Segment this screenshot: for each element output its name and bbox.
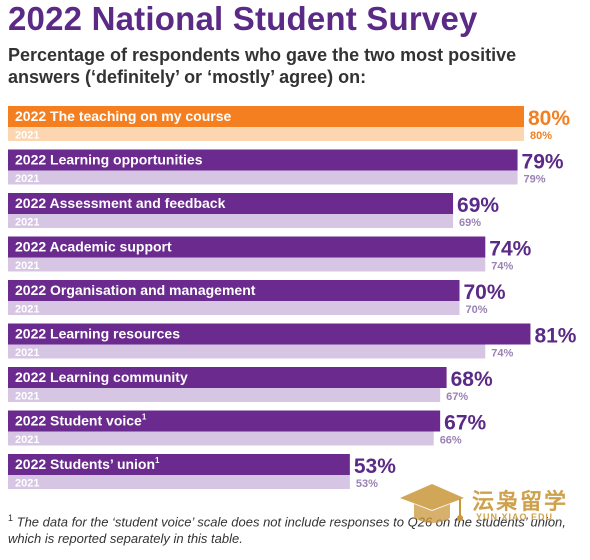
- bar-2022: [8, 367, 447, 388]
- category-label: 2022 Learning community: [15, 369, 188, 385]
- category-name: Student voice: [50, 413, 142, 429]
- value-label-2022: 53%: [354, 455, 396, 478]
- bar-2021: [8, 170, 518, 185]
- watermark-text: 沄枭留学: [472, 490, 569, 515]
- bar-2022: [8, 236, 486, 258]
- value-label-2022: 81%: [534, 325, 576, 348]
- bar-2021: [8, 344, 486, 359]
- series-label-2021: 2021: [15, 173, 39, 185]
- footnote-ref: 1: [142, 413, 147, 422]
- value-label-2021: 66%: [440, 435, 462, 447]
- series-label-2022: 2022: [15, 369, 50, 385]
- series-label-2022: 2022: [15, 282, 50, 298]
- value-label-2022: 80%: [528, 107, 570, 130]
- category-label: 2022 Students’ union1: [15, 456, 160, 472]
- bar-2021: [8, 431, 434, 446]
- footnote-ref: 1: [155, 456, 160, 465]
- bar-2022: [8, 454, 350, 475]
- series-label-2022: 2022: [15, 152, 50, 168]
- category-name: Learning resources: [50, 326, 180, 342]
- series-label-2022: 2022: [15, 326, 50, 342]
- category-label: 2022 Organisation and management: [15, 282, 256, 298]
- category-label: 2022 Learning opportunities: [15, 152, 203, 168]
- bar-chart: 2022 The teaching on my course 2021 80%80%…: [8, 106, 577, 490]
- series-label-2022: 2022: [15, 108, 50, 124]
- category-name: Students’ union: [50, 456, 155, 472]
- series-label-2022: 2022: [15, 413, 50, 429]
- series-label-2022: 2022: [15, 195, 50, 211]
- series-label-2021: 2021: [15, 217, 39, 229]
- value-label-2021: 80%: [530, 130, 552, 142]
- value-label-2021: 53%: [356, 478, 378, 490]
- value-label-2022: 69%: [457, 194, 499, 217]
- bar-2021: [8, 475, 350, 489]
- category-label: 2022 Learning resources: [15, 326, 180, 342]
- category-name: Assessment and feedback: [50, 195, 226, 211]
- category-name: The teaching on my course: [50, 108, 231, 124]
- bar-2022: [8, 149, 518, 171]
- series-label-2021: 2021: [15, 391, 39, 403]
- bar-2021: [8, 301, 460, 315]
- category-label: 2022 Assessment and feedback: [15, 195, 226, 211]
- bar-2022: [8, 280, 460, 301]
- bar-2021: [8, 257, 486, 272]
- chart-subtitle: Percentage of respondents who gave the t…: [8, 45, 517, 87]
- category-name: Organisation and management: [50, 282, 256, 298]
- value-label-2022: 70%: [464, 281, 506, 304]
- series-label-2021: 2021: [15, 478, 39, 490]
- footnote-marker: 1: [8, 513, 14, 523]
- watermark-logo: 沄枭留学 YUN XIAO EDU: [392, 478, 582, 534]
- bar-2021: [8, 214, 454, 228]
- chart-title: 2022 National Student Survey: [8, 0, 478, 37]
- category-label: 2022 Student voice1: [15, 413, 147, 429]
- bar-2022: [8, 193, 454, 214]
- category-label: 2022 Academic support: [15, 239, 172, 255]
- value-label-2021: 70%: [466, 304, 488, 316]
- watermark-subtext: YUN XIAO EDU: [476, 512, 554, 522]
- category-name: Learning community: [50, 369, 188, 385]
- value-label-2021: 79%: [524, 174, 546, 186]
- category-name: Academic support: [50, 239, 172, 255]
- value-label-2022: 68%: [451, 368, 493, 391]
- series-label-2021: 2021: [15, 304, 39, 316]
- bar-2021: [8, 388, 441, 402]
- series-label-2021: 2021: [15, 260, 39, 272]
- bar-2022: [8, 323, 531, 345]
- category-name: Learning opportunities: [50, 152, 203, 168]
- series-label-2021: 2021: [15, 434, 39, 446]
- category-label: 2022 The teaching on my course: [15, 108, 232, 124]
- value-label-2022: 74%: [489, 238, 531, 261]
- value-label-2022: 67%: [444, 412, 486, 435]
- value-label-2021: 74%: [491, 261, 513, 273]
- value-label-2022: 79%: [522, 151, 564, 174]
- value-label-2021: 74%: [491, 348, 513, 360]
- series-label-2022: 2022: [15, 456, 50, 472]
- graduation-cap-icon: [400, 484, 464, 523]
- value-label-2021: 69%: [459, 217, 481, 229]
- series-label-2022: 2022: [15, 239, 50, 255]
- series-label-2021: 2021: [15, 347, 39, 359]
- value-label-2021: 67%: [446, 391, 468, 403]
- series-label-2021: 2021: [15, 130, 39, 142]
- bar-2022: [8, 410, 441, 432]
- bar-2022: [8, 106, 524, 127]
- bar-2021: [8, 127, 524, 141]
